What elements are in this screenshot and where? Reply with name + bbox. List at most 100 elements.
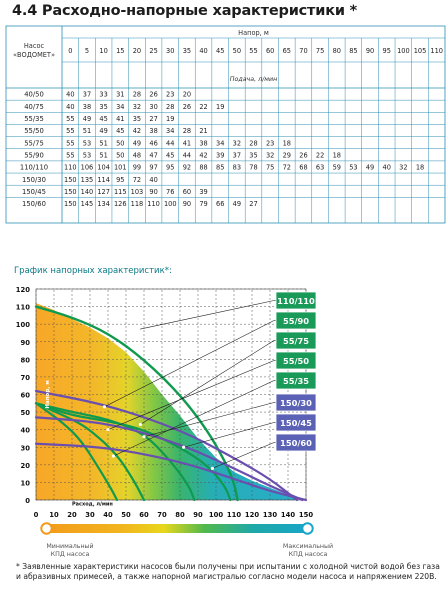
table-cell: 32 xyxy=(233,139,241,147)
table-cell: 66 xyxy=(216,200,224,208)
table-cell: 18 xyxy=(333,151,341,159)
table-cell: 127 xyxy=(97,188,110,196)
table-cell: 150 xyxy=(64,176,77,184)
table-cell: 103 xyxy=(131,188,144,196)
table-cell: 126 xyxy=(114,200,127,208)
anchor-dot xyxy=(182,445,186,449)
pump-model: 110/110 xyxy=(20,164,48,172)
table-cell: 28 xyxy=(249,139,257,147)
x-tick-label: 100 xyxy=(209,511,223,519)
legend-min-efficiency: Минимальный КПД насоса xyxy=(40,543,100,558)
efficiency-gradient-bar xyxy=(42,524,312,533)
y-tick-label: 30 xyxy=(21,444,31,452)
x-tick-label: 70 xyxy=(157,511,167,519)
leader-line xyxy=(113,380,275,457)
table-cell: 39 xyxy=(216,151,224,159)
table-cell: 34 xyxy=(216,139,224,147)
table-cell: 55 xyxy=(66,151,74,159)
table-cell: 23 xyxy=(166,91,174,99)
min-efficiency-marker xyxy=(40,522,53,535)
y-tick-label: 110 xyxy=(16,304,30,312)
x-tick-label: 50 xyxy=(121,511,131,519)
table-cell: 18 xyxy=(283,139,291,147)
table-cell: 118 xyxy=(131,200,144,208)
table-cell: 53 xyxy=(349,164,357,172)
curve-label-box xyxy=(275,351,317,370)
table-cell: 40 xyxy=(383,164,391,172)
table-cell: 32 xyxy=(133,103,141,111)
head-value: 50 xyxy=(233,47,241,55)
curve-label-box xyxy=(275,393,317,412)
x-tick-label: 140 xyxy=(281,511,295,519)
head-value: 90 xyxy=(366,47,374,55)
x-tick-label: 90 xyxy=(193,511,203,519)
table-cell: 40 xyxy=(66,103,74,111)
x-tick-label: 10 xyxy=(49,511,59,519)
head-value: 65 xyxy=(283,47,291,55)
anchor-dot xyxy=(138,422,142,426)
y-tick-label: 100 xyxy=(16,321,30,329)
max-efficiency-marker xyxy=(301,522,314,535)
table-cell: 55 xyxy=(66,115,74,123)
table-cell: 49 xyxy=(99,127,107,135)
y-axis-label: Напор, м xyxy=(45,380,51,409)
table-cell: 72 xyxy=(133,176,141,184)
table-cell: 100 xyxy=(164,200,177,208)
head-value: 100 xyxy=(397,47,410,55)
table-cell: 35 xyxy=(133,115,141,123)
table-cell: 85 xyxy=(216,164,224,172)
table-cell: 26 xyxy=(149,91,157,99)
table-cell: 50 xyxy=(116,139,124,147)
curve-110-110 xyxy=(34,305,239,502)
curve-55-35 xyxy=(34,402,119,502)
head-value: 95 xyxy=(383,47,391,55)
curve-150-45 xyxy=(34,416,304,502)
table-cell: 140 xyxy=(81,188,94,196)
curve-label-box xyxy=(275,371,317,390)
table-cell: 44 xyxy=(183,151,191,159)
table-cell: 32 xyxy=(266,151,274,159)
legend-min-line2: КПД насоса xyxy=(50,550,90,558)
footnote: * Заявленные характеристики насосов были… xyxy=(16,562,440,582)
table-cell: 95 xyxy=(116,176,124,184)
leader-line xyxy=(143,402,275,437)
head-value: 105 xyxy=(414,47,427,55)
table-cell: 95 xyxy=(166,164,174,172)
head-value: 30 xyxy=(166,47,174,55)
curve-label: 55/35 xyxy=(283,376,309,386)
curve-label-box xyxy=(275,291,317,310)
pump-model: 150/45 xyxy=(22,188,46,196)
head-value: 40 xyxy=(199,47,207,55)
table-cell: 38 xyxy=(199,139,207,147)
table-cell: 18 xyxy=(416,164,424,172)
table-cell: 79 xyxy=(199,200,207,208)
pump-model: 55/50 xyxy=(24,127,44,135)
curve-55-75 xyxy=(34,402,196,502)
table-cell: 49 xyxy=(366,164,374,172)
head-value: 10 xyxy=(99,47,107,55)
x-tick-label: 120 xyxy=(245,511,259,519)
curve-label-box xyxy=(275,433,317,452)
table-cell: 46 xyxy=(149,139,157,147)
table-cell: 48 xyxy=(133,151,141,159)
x-axis-label: Расход, л/мин xyxy=(72,501,113,507)
table-cell: 60 xyxy=(183,188,191,196)
table-cell: 55 xyxy=(66,139,74,147)
anchor-dot xyxy=(111,454,115,458)
leader-line xyxy=(212,442,275,469)
curve-label-box xyxy=(275,331,317,350)
efficiency-area xyxy=(36,303,297,500)
legend-max-efficiency: Максимальный КПД насоса xyxy=(276,543,340,558)
table-cell: 37 xyxy=(233,151,241,159)
pump-model: 55/75 xyxy=(24,139,44,147)
pump-model: 40/50 xyxy=(24,91,44,99)
y-tick-label: 120 xyxy=(16,286,30,294)
table-cell: 63 xyxy=(316,164,324,172)
curve-55-50 xyxy=(34,402,146,502)
table-cell: 20 xyxy=(183,91,191,99)
x-tick-label: 80 xyxy=(175,511,185,519)
table-cell: 49 xyxy=(133,139,141,147)
table-cell: 53 xyxy=(83,151,91,159)
table-cell: 99 xyxy=(133,164,141,172)
